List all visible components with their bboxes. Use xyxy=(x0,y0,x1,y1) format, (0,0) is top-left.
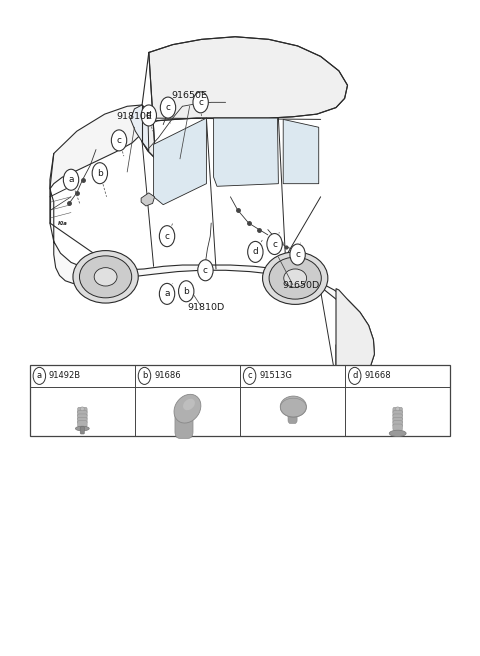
Text: 91668: 91668 xyxy=(364,371,391,380)
Text: b: b xyxy=(142,371,147,380)
FancyBboxPatch shape xyxy=(77,407,87,414)
FancyBboxPatch shape xyxy=(77,420,87,427)
Text: c: c xyxy=(165,232,169,241)
FancyBboxPatch shape xyxy=(393,411,403,417)
FancyBboxPatch shape xyxy=(393,420,403,427)
Text: a: a xyxy=(164,289,170,298)
Polygon shape xyxy=(154,118,206,205)
Polygon shape xyxy=(283,119,319,184)
Text: c: c xyxy=(247,371,252,380)
Text: d: d xyxy=(352,371,358,380)
Ellipse shape xyxy=(269,257,321,299)
Text: c: c xyxy=(198,98,203,107)
Text: 91513G: 91513G xyxy=(259,371,292,380)
Polygon shape xyxy=(336,289,374,380)
Ellipse shape xyxy=(284,269,307,287)
FancyBboxPatch shape xyxy=(288,404,297,424)
FancyBboxPatch shape xyxy=(393,417,403,424)
Circle shape xyxy=(198,260,213,281)
Circle shape xyxy=(141,105,156,126)
FancyBboxPatch shape xyxy=(393,414,403,420)
Circle shape xyxy=(248,241,263,262)
Text: c: c xyxy=(295,250,300,259)
Text: a: a xyxy=(68,175,74,184)
Polygon shape xyxy=(50,189,374,380)
Circle shape xyxy=(348,367,361,384)
FancyBboxPatch shape xyxy=(393,424,403,430)
Circle shape xyxy=(138,367,151,384)
Text: c: c xyxy=(203,266,208,275)
Text: b: b xyxy=(97,169,103,178)
Ellipse shape xyxy=(263,252,328,304)
Polygon shape xyxy=(50,105,148,189)
Circle shape xyxy=(290,244,305,265)
Ellipse shape xyxy=(389,430,406,436)
FancyBboxPatch shape xyxy=(77,417,87,424)
Text: Kia: Kia xyxy=(58,220,67,226)
Text: 91810D: 91810D xyxy=(188,303,225,312)
Ellipse shape xyxy=(80,256,132,298)
Circle shape xyxy=(193,92,208,113)
Circle shape xyxy=(267,234,282,255)
Polygon shape xyxy=(141,193,155,206)
Text: 91650D: 91650D xyxy=(283,281,320,290)
Circle shape xyxy=(179,281,194,302)
Circle shape xyxy=(63,169,79,190)
Circle shape xyxy=(33,367,46,384)
Ellipse shape xyxy=(75,426,89,431)
Circle shape xyxy=(243,367,256,384)
Ellipse shape xyxy=(183,399,195,410)
FancyBboxPatch shape xyxy=(30,365,450,436)
Polygon shape xyxy=(131,105,149,151)
Ellipse shape xyxy=(174,394,201,423)
Polygon shape xyxy=(141,37,348,159)
Circle shape xyxy=(159,226,175,247)
Ellipse shape xyxy=(280,396,306,417)
Ellipse shape xyxy=(73,251,138,303)
Ellipse shape xyxy=(80,407,84,411)
Text: d: d xyxy=(146,111,152,120)
Text: c: c xyxy=(166,103,170,112)
Circle shape xyxy=(160,97,176,118)
Text: 91686: 91686 xyxy=(154,371,180,380)
FancyBboxPatch shape xyxy=(80,427,84,434)
Text: c: c xyxy=(117,136,121,145)
Circle shape xyxy=(111,130,127,151)
Circle shape xyxy=(92,163,108,184)
Text: 91492B: 91492B xyxy=(49,371,81,380)
Ellipse shape xyxy=(94,268,117,286)
Circle shape xyxy=(159,283,175,304)
FancyBboxPatch shape xyxy=(175,407,193,438)
Text: a: a xyxy=(37,371,42,380)
Ellipse shape xyxy=(396,407,400,411)
Text: d: d xyxy=(252,247,258,256)
FancyBboxPatch shape xyxy=(77,411,87,417)
Polygon shape xyxy=(214,118,278,186)
Text: b: b xyxy=(183,287,189,296)
Text: 91650E: 91650E xyxy=(172,91,207,100)
Text: c: c xyxy=(272,239,277,249)
Text: 91810E: 91810E xyxy=(117,112,152,121)
FancyBboxPatch shape xyxy=(77,414,87,420)
FancyBboxPatch shape xyxy=(393,407,403,414)
